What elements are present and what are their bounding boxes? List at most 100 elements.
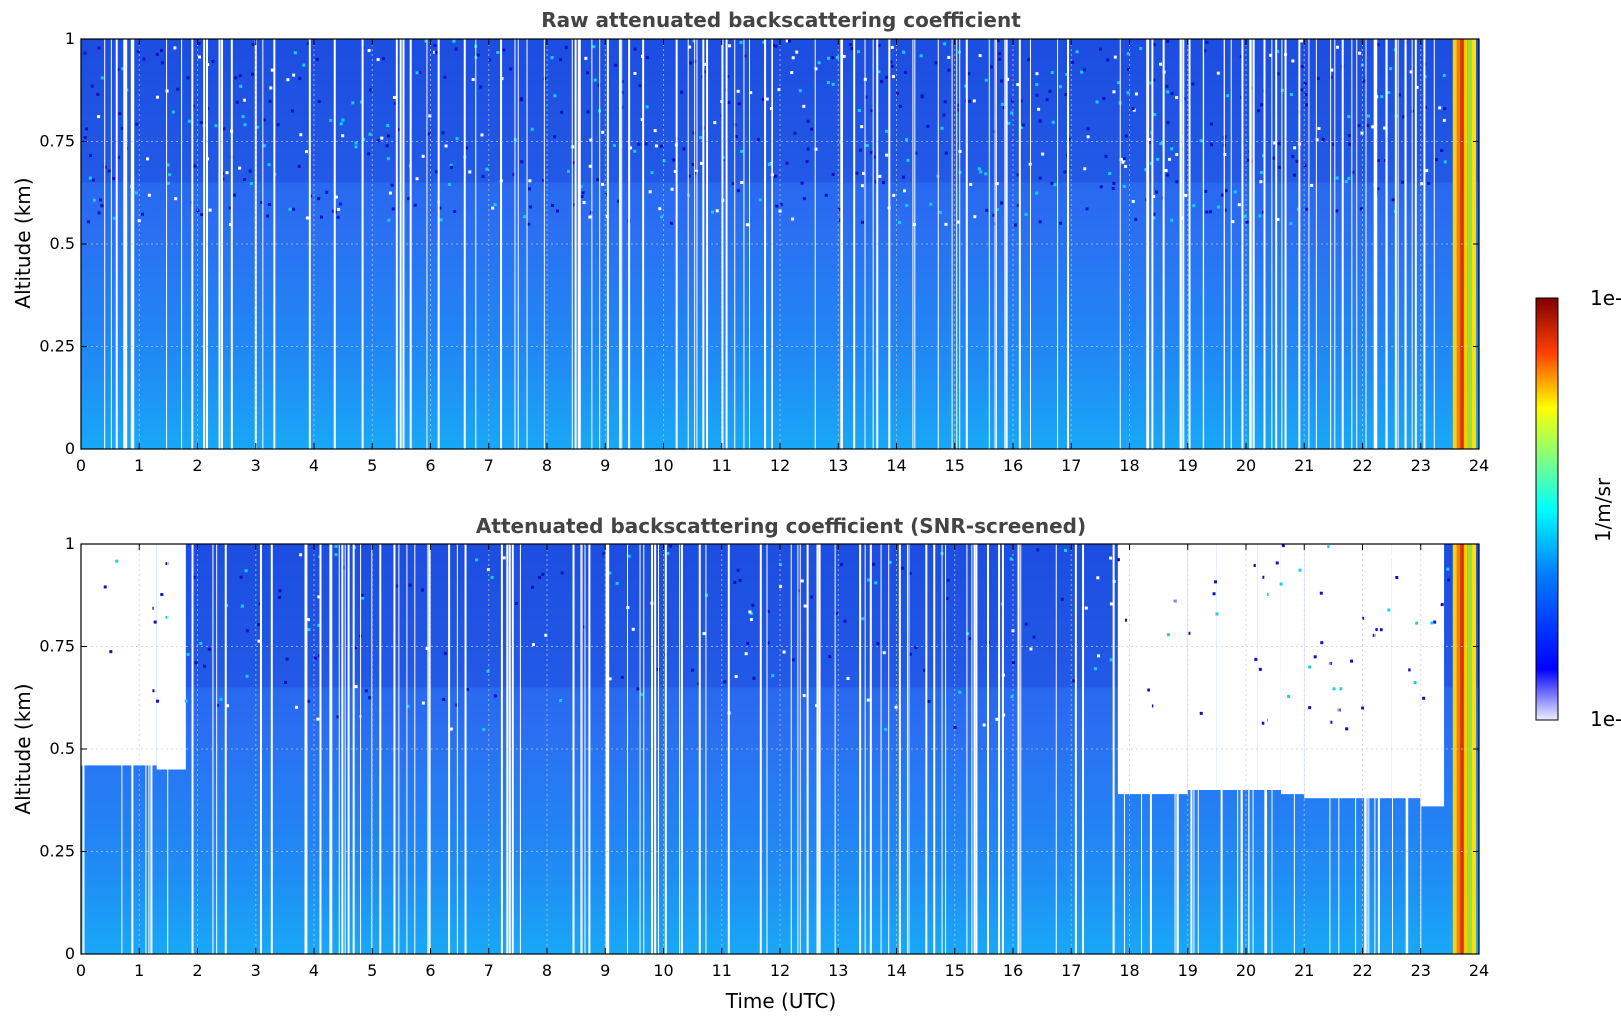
noise-speck xyxy=(1440,603,1444,607)
noise-speck xyxy=(1289,222,1293,226)
data-gap xyxy=(628,39,631,449)
noise-speck xyxy=(579,184,583,188)
noise-speck xyxy=(1058,85,1062,89)
noise-speck xyxy=(1050,71,1054,75)
noise-speck xyxy=(1134,217,1138,221)
noise-speck xyxy=(1116,558,1120,562)
noise-speck xyxy=(648,190,652,194)
data-gap xyxy=(869,544,872,954)
noise-speck xyxy=(1401,180,1405,184)
noise-speck xyxy=(827,56,831,60)
noise-speck xyxy=(334,553,338,557)
x-tick-label: 15 xyxy=(945,456,965,475)
data-gap xyxy=(799,544,801,954)
noise-speck xyxy=(943,100,947,104)
noise-speck xyxy=(1336,45,1340,49)
noise-speck xyxy=(447,182,451,186)
noise-speck xyxy=(798,89,802,93)
noise-speck xyxy=(465,687,469,691)
noise-speck xyxy=(1083,167,1087,171)
noise-speck xyxy=(120,126,124,130)
noise-speck xyxy=(660,215,664,219)
noise-speck xyxy=(97,211,101,215)
noise-speck xyxy=(1366,123,1370,127)
colorbar-max-label: 1e-4 xyxy=(1590,286,1621,310)
noise-speck xyxy=(443,651,447,655)
noise-speck xyxy=(658,207,662,211)
noise-speck xyxy=(257,639,261,643)
noise-speck xyxy=(1366,114,1370,118)
noise-speck xyxy=(219,697,223,701)
data-gap xyxy=(1203,39,1205,449)
noise-speck xyxy=(550,56,554,60)
noise-speck xyxy=(740,149,744,153)
noise-speck xyxy=(1117,81,1121,85)
noise-speck xyxy=(369,88,373,92)
colorbar-min-label: 1e-7 xyxy=(1590,707,1621,731)
noise-speck xyxy=(225,171,229,175)
noise-speck xyxy=(1287,694,1291,698)
screened-region xyxy=(1280,544,1305,795)
noise-speck xyxy=(1209,122,1213,126)
noise-speck xyxy=(305,216,309,220)
noise-speck xyxy=(748,610,752,614)
noise-speck xyxy=(1152,212,1156,216)
noise-speck xyxy=(1347,134,1351,138)
x-tick-label: 12 xyxy=(770,456,790,475)
noise-speck xyxy=(582,201,586,205)
noise-speck xyxy=(633,149,637,153)
noise-speck xyxy=(878,174,882,178)
noise-speck xyxy=(699,161,703,165)
y-axis-label: Altitude (km) xyxy=(11,683,35,814)
data-gap xyxy=(402,39,405,449)
noise-speck xyxy=(1226,711,1230,715)
noise-speck xyxy=(1032,635,1036,639)
screened-region xyxy=(1420,544,1445,807)
noise-speck xyxy=(1329,75,1333,79)
noise-speck xyxy=(890,45,894,49)
noise-speck xyxy=(278,589,282,593)
y-tick-label: 0.75 xyxy=(39,637,75,656)
noise-speck xyxy=(103,165,107,169)
data-gap xyxy=(888,39,891,449)
bottom-chart-panel: Attenuated backscattering coefficient (S… xyxy=(11,514,1489,1013)
noise-speck xyxy=(449,727,453,731)
noise-speck xyxy=(977,167,981,171)
noise-speck xyxy=(585,71,589,75)
noise-speck xyxy=(602,552,606,556)
noise-speck xyxy=(239,575,243,579)
noise-speck xyxy=(860,125,864,129)
noise-speck xyxy=(1048,89,1052,93)
noise-speck xyxy=(589,138,593,142)
noise-speck xyxy=(268,99,272,103)
noise-speck xyxy=(800,579,804,583)
noise-speck xyxy=(367,152,371,156)
noise-speck xyxy=(1035,191,1039,195)
data-gap xyxy=(694,39,696,449)
noise-speck xyxy=(1260,103,1264,107)
noise-speck xyxy=(737,102,741,106)
noise-speck xyxy=(1409,70,1413,74)
noise-speck xyxy=(1153,113,1157,117)
noise-speck xyxy=(1166,633,1170,637)
noise-speck xyxy=(251,42,255,46)
noise-speck xyxy=(860,184,864,188)
noise-speck xyxy=(810,127,814,131)
noise-speck xyxy=(244,569,248,573)
noise-speck xyxy=(1376,159,1380,163)
x-tick-label: 11 xyxy=(712,456,732,475)
noise-speck xyxy=(299,553,303,557)
noise-speck xyxy=(838,207,842,211)
noise-speck xyxy=(791,658,795,662)
heatmap-plot-area: 0 1 2 3 4 5 6 7 8 9 10 11 12 13 14 15 16 17 18 19 20 21 22 23 24… xyxy=(39,29,1489,475)
noise-speck xyxy=(746,641,750,645)
noise-speck xyxy=(880,79,884,83)
noise-speck xyxy=(765,97,769,101)
noise-speck xyxy=(1308,665,1312,669)
data-gap xyxy=(1264,544,1266,954)
noise-speck xyxy=(242,178,246,182)
data-gap xyxy=(338,544,340,954)
noise-speck xyxy=(944,151,948,155)
noise-speck xyxy=(592,45,596,49)
noise-speck xyxy=(824,193,828,197)
